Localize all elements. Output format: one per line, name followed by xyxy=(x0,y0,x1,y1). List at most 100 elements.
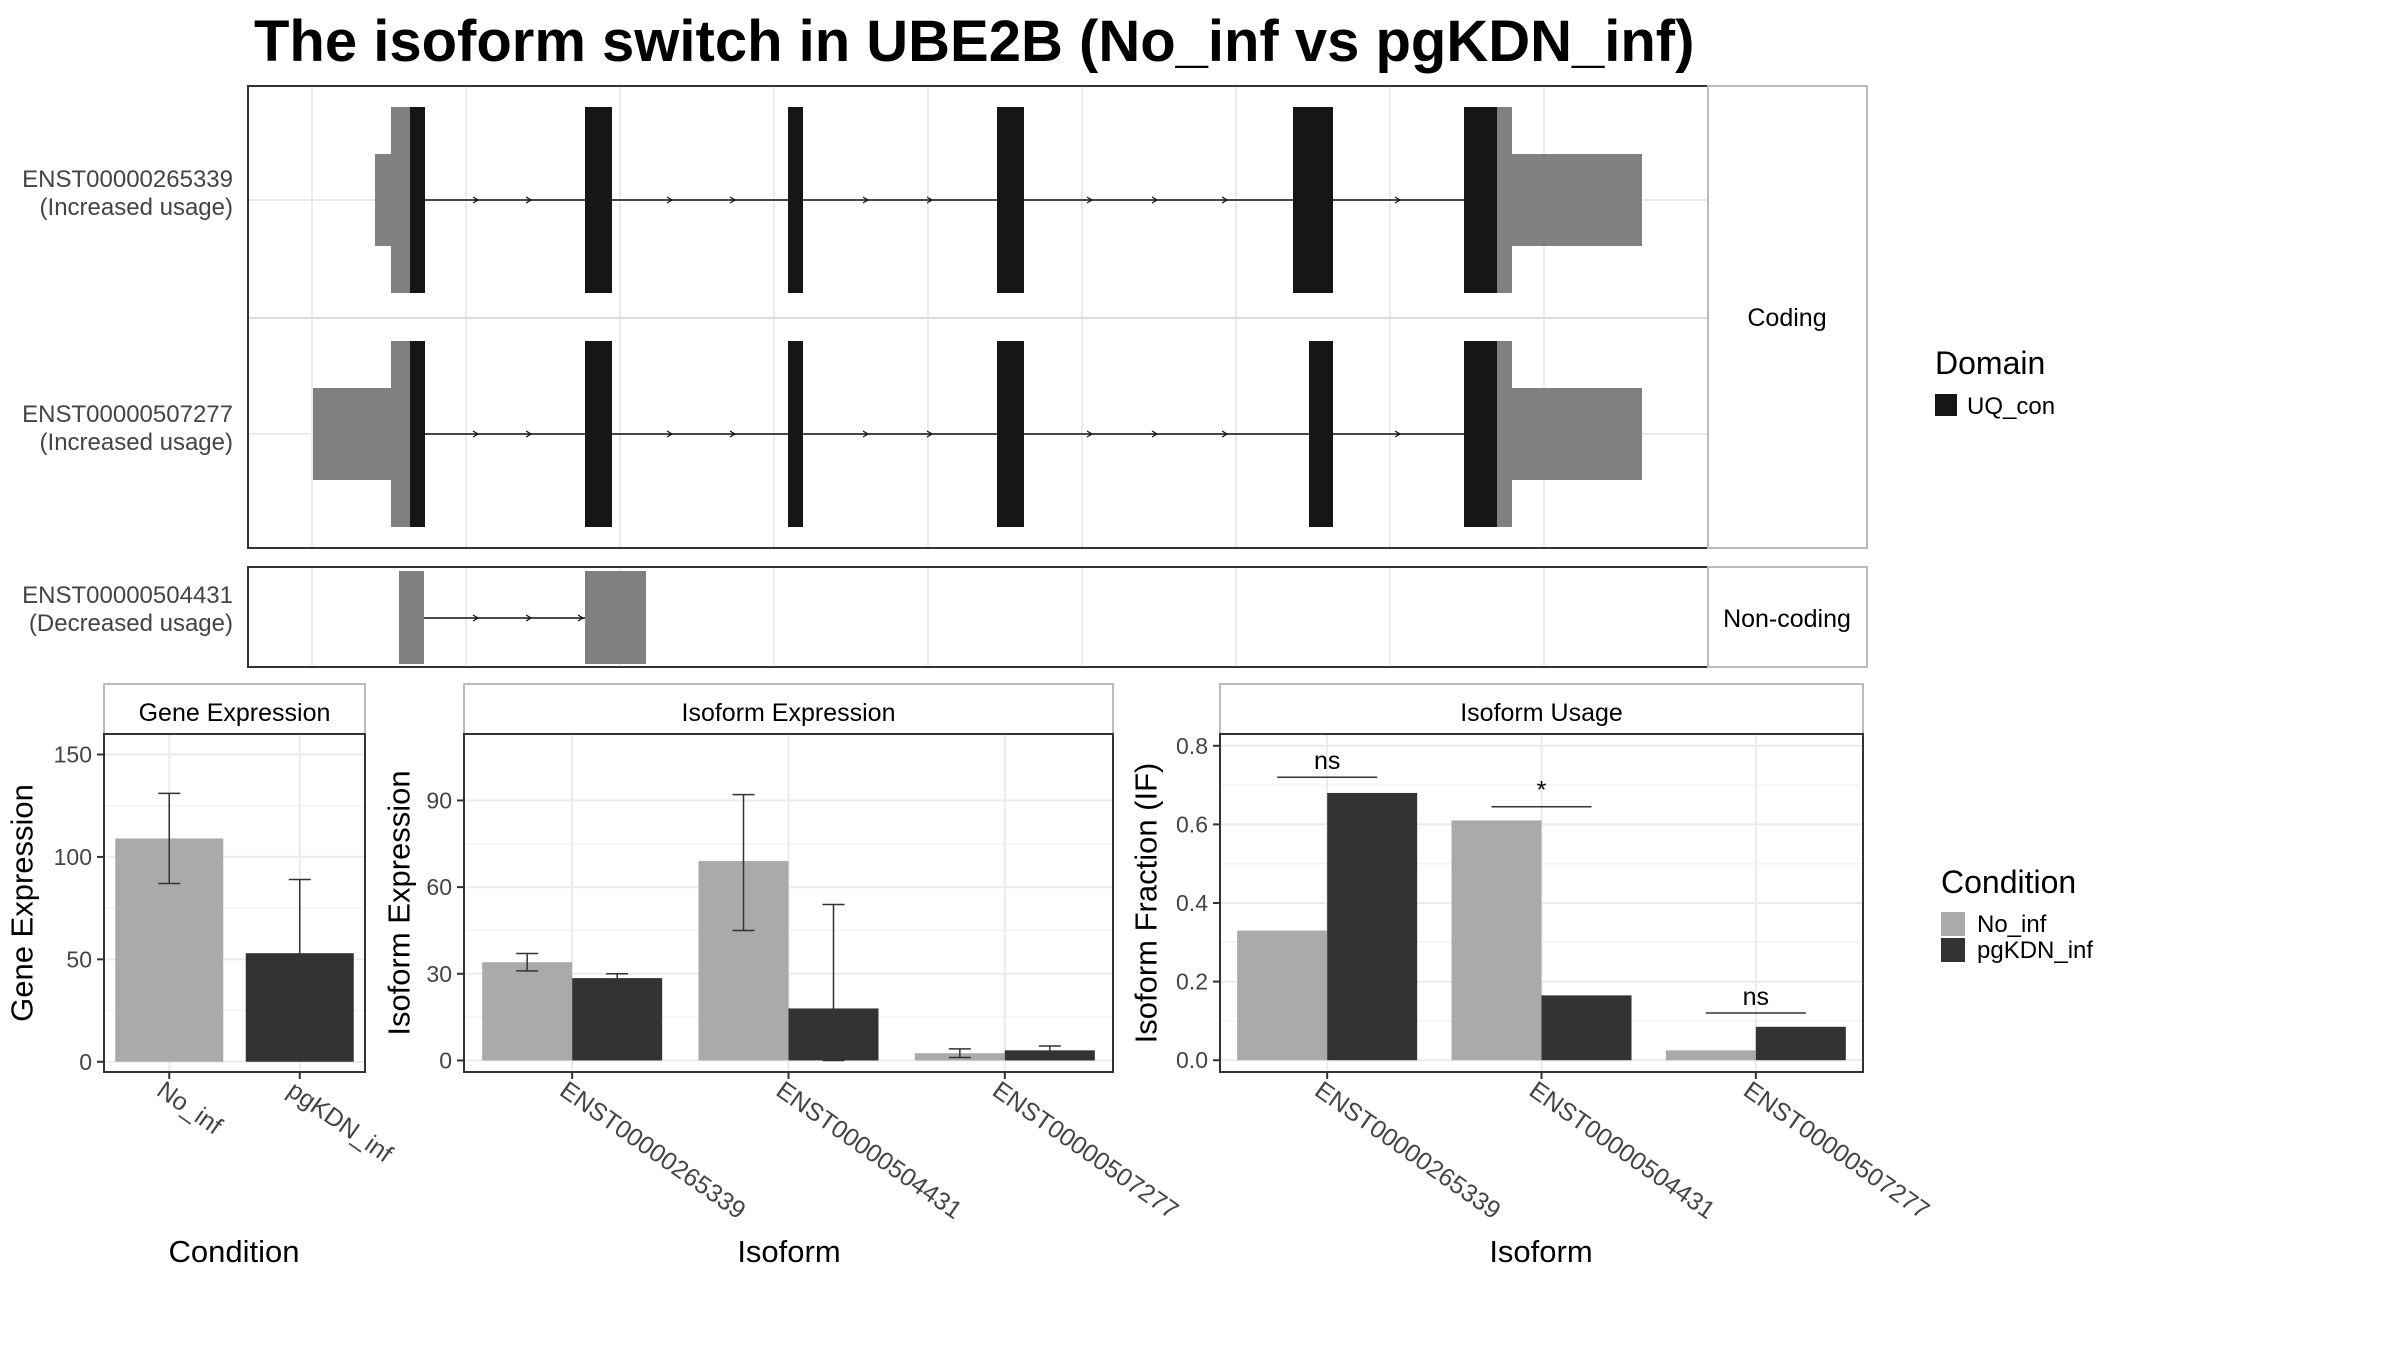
exon-domain-uq-con xyxy=(997,341,1024,527)
intron-arrow xyxy=(472,430,480,438)
x-tick-label: ENST00000504431 xyxy=(1524,1076,1720,1225)
significance-label: * xyxy=(1537,777,1547,805)
intron-arrow xyxy=(926,430,934,438)
y-tick-label: 150 xyxy=(54,741,92,767)
y-tick-label: 0.8 xyxy=(1176,733,1208,759)
strip-coding-box xyxy=(1707,85,1868,549)
isoform-label-usage: (Increased usage) xyxy=(40,194,233,221)
intron-arrow xyxy=(525,430,533,438)
x-tick-label: ENST00000507277 xyxy=(987,1076,1183,1225)
y-tick-label: 100 xyxy=(54,844,92,870)
figure-title: The isoform switch in UBE2B (No_inf vs p… xyxy=(254,9,1695,74)
utr-3prime xyxy=(1496,341,1512,527)
exon-domain-uq-con xyxy=(410,341,425,527)
noncoding-panel xyxy=(247,566,1709,668)
strip-noncoding-label: Non-coding xyxy=(1723,605,1851,633)
condition-legend-swatch xyxy=(1941,912,1965,936)
bar-pgKDN_inf xyxy=(1541,995,1632,1061)
bar-No_inf xyxy=(482,962,573,1061)
utr-3prime xyxy=(1510,388,1642,480)
intron-arrow xyxy=(729,196,737,204)
exon-domain-uq-con xyxy=(585,107,612,293)
exon-domain-uq-con xyxy=(410,107,425,293)
intron-arrow xyxy=(666,196,674,204)
bar-pgKDN_inf xyxy=(1755,1026,1846,1061)
intron-arrow xyxy=(1086,196,1094,204)
intron-arrow xyxy=(1394,196,1402,204)
condition-legend-label: No_inf xyxy=(1977,911,2047,938)
bar-pgKDN_inf xyxy=(572,978,663,1061)
y-tick-label: 90 xyxy=(426,787,452,813)
strip-box xyxy=(103,683,366,735)
intron-arrow xyxy=(666,430,674,438)
condition-legend-label: pgKDN_inf xyxy=(1977,937,2093,964)
exon-domain-uq-con xyxy=(1293,107,1333,293)
noncoding-exon xyxy=(585,571,646,664)
strip-coding-label: Coding xyxy=(1747,304,1826,332)
intron-arrow xyxy=(862,196,870,204)
bar-No_inf xyxy=(1451,820,1542,1061)
isoform-label-usage: (Increased usage) xyxy=(40,429,233,456)
y-tick-label: 30 xyxy=(426,961,452,987)
intron-arrow xyxy=(1086,430,1094,438)
y-tick-label: 0 xyxy=(79,1049,92,1075)
strip-box xyxy=(463,683,1114,735)
bar-No_inf xyxy=(1665,1050,1756,1061)
domain-legend-title: Domain xyxy=(1935,345,2045,381)
condition-legend-swatch xyxy=(1941,938,1965,962)
intron-arrow xyxy=(577,614,585,622)
y-tick-label: 50 xyxy=(66,946,92,972)
plot-panel-border xyxy=(103,733,366,1073)
intron-arrow xyxy=(472,196,480,204)
bar-No_inf xyxy=(1237,930,1328,1061)
intron-arrow xyxy=(1394,430,1402,438)
intron-arrow xyxy=(525,614,533,622)
utr-5prime xyxy=(313,388,393,480)
isoform-label-usage: (Decreased usage) xyxy=(29,610,233,637)
exon-domain-uq-con xyxy=(1464,107,1497,293)
x-tick-label: ENST00000265339 xyxy=(555,1076,751,1225)
strip-noncoding-box xyxy=(1707,566,1868,668)
intron-arrow xyxy=(862,430,870,438)
exon-domain-uq-con xyxy=(585,341,612,527)
utr-5prime xyxy=(391,107,411,293)
strip-label: Isoform Usage xyxy=(1460,699,1623,727)
bar-pgKDN_inf xyxy=(1327,792,1418,1061)
domain-legend-label: UQ_con xyxy=(1967,393,2055,420)
y-tick-label: 0.4 xyxy=(1176,890,1208,916)
noncoding-exon xyxy=(399,571,424,664)
x-axis-title: Condition xyxy=(169,1234,300,1269)
exon-domain-uq-con xyxy=(1464,341,1497,527)
intron-arrow xyxy=(1151,196,1159,204)
isoform-label-id: ENST00000507277 xyxy=(22,401,233,428)
exon-domain-uq-con xyxy=(1309,341,1333,527)
x-tick-label: ENST00000504431 xyxy=(771,1076,967,1225)
intron-arrow xyxy=(1221,430,1229,438)
significance-label: ns xyxy=(1314,747,1340,775)
intron-arrow xyxy=(472,614,480,622)
significance-label: ns xyxy=(1743,983,1769,1011)
intron-arrow xyxy=(729,430,737,438)
x-axis-title: Isoform xyxy=(1489,1234,1592,1269)
x-tick-label: pgKDN_inf xyxy=(282,1076,397,1168)
utr-5prime xyxy=(391,341,411,527)
intron-arrow xyxy=(926,196,934,204)
exon-domain-uq-con xyxy=(997,107,1024,293)
utr-3prime xyxy=(1510,154,1642,246)
intron-arrow xyxy=(1221,196,1229,204)
domain-legend-swatch xyxy=(1935,394,1957,416)
intron-arrow xyxy=(1151,430,1159,438)
y-tick-label: 60 xyxy=(426,874,452,900)
exon-domain-uq-con xyxy=(788,341,803,527)
intron-arrow xyxy=(525,196,533,204)
y-tick-label: 0.0 xyxy=(1176,1047,1208,1073)
y-tick-label: 0.2 xyxy=(1176,969,1208,995)
x-axis-title: Isoform xyxy=(737,1234,840,1269)
x-tick-label: ENST00000265339 xyxy=(1310,1076,1506,1225)
utr-3prime xyxy=(1496,107,1512,293)
condition-legend-title: Condition xyxy=(1941,864,2076,900)
y-axis-title: Gene Expression xyxy=(5,784,40,1022)
isoform-label-id: ENST00000265339 xyxy=(22,166,233,193)
x-tick-label: ENST00000507277 xyxy=(1738,1076,1934,1225)
